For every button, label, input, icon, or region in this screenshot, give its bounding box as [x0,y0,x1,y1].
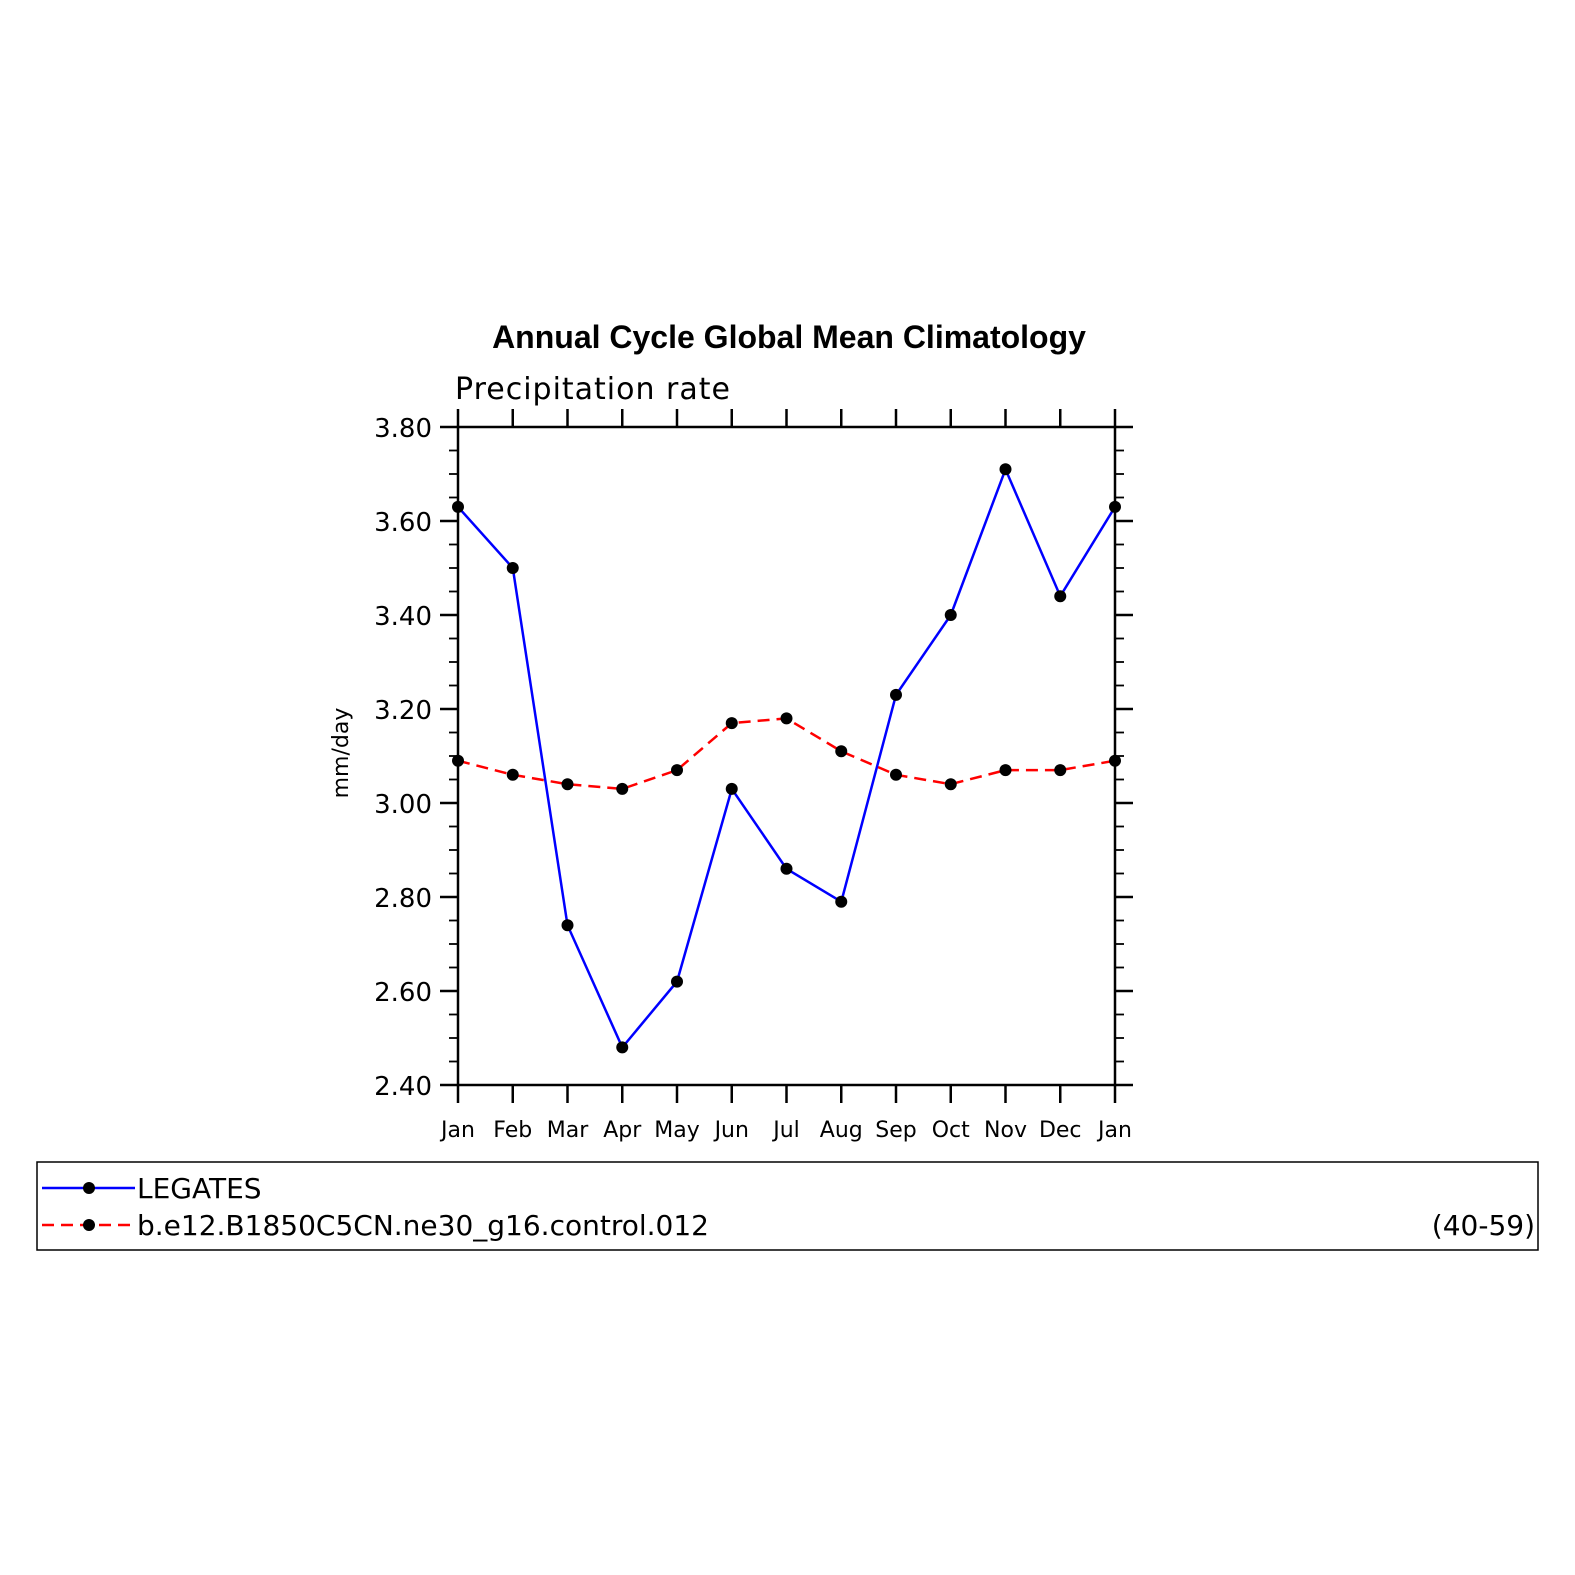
y-tick-label: 3.40 [374,602,432,632]
y-tick-label: 2.80 [374,884,432,914]
data-point-series-1 [506,768,519,781]
y-tick-label: 3.00 [374,790,432,820]
data-point-series-1 [780,712,793,725]
data-point-series-1 [890,768,902,781]
data-point-series-1 [561,778,574,791]
legend-label-0: LEGATES [137,1172,262,1205]
series-markers [452,463,1121,1054]
data-point-series-1 [671,764,683,777]
y-tick-label: 2.40 [374,1072,432,1102]
data-point-series-1 [1109,754,1121,767]
data-point-series-0 [561,919,574,932]
plot-frame [456,425,1117,1087]
x-tick-label: Jul [771,1118,800,1143]
legend-entries: LEGATES b.e12.B1850C5CN.ne30_g16.control.… [42,1172,1535,1242]
y-tick-label: 3.80 [374,414,432,444]
x-tick-label: Jun [713,1118,749,1143]
chart-subtitle: Precipitation rate [455,372,731,407]
x-tick-label: Sep [875,1118,916,1143]
data-point-series-1 [725,717,738,730]
axis-ticks [440,409,1133,1103]
legend-box [36,1161,1539,1251]
data-point-series-1 [835,745,848,758]
data-point-series-1 [452,754,464,767]
x-tick-label: May [654,1118,699,1143]
legend-marker-1 [83,1219,95,1231]
data-point-series-0 [452,500,464,513]
data-point-series-0 [671,975,683,988]
data-point-series-0 [835,895,848,908]
legend-label-1: b.e12.B1850C5CN.ne30_g16.control.012 [137,1209,709,1242]
data-point-series-0 [890,688,902,701]
y-tick-label: 2.60 [374,978,432,1008]
x-tick-label: Mar [547,1118,589,1143]
data-point-series-0 [999,463,1012,476]
tick-labels: 2.40 2.60 2.80 3.00 3.20 3.40 3.60 3.80 Jan Feb Ma… [374,414,1132,1143]
data-point-series-0 [506,562,519,574]
x-tick-label: Jan [1096,1118,1132,1143]
data-point-series-0 [1109,500,1121,513]
x-tick-label: Apr [603,1118,642,1143]
y-tick-label: 3.60 [374,508,432,538]
legend-note-1: (40-59) [1432,1209,1535,1242]
data-point-series-0 [616,1041,629,1054]
series-line-1 [457,717,1116,791]
data-point-series-1 [616,782,629,795]
legend-marker-0 [83,1182,95,1194]
legend: LEGATES b.e12.B1850C5CN.ne30_g16.control.… [36,1161,1539,1251]
data-point-series-1 [999,764,1012,777]
y-tick-label: 3.20 [374,696,432,726]
x-tick-label: Nov [984,1118,1027,1143]
series-lines [457,465,1117,1050]
x-tick-label: Oct [932,1118,970,1143]
x-tick-label: Feb [493,1118,532,1143]
data-point-series-0 [1054,590,1067,603]
data-point-series-0 [725,782,738,795]
series-line-0 [457,465,1117,1050]
data-point-series-0 [944,609,957,621]
y-axis-label: mm/day [329,708,354,799]
data-point-series-1 [944,778,957,791]
chart-title: Annual Cycle Global Mean Climatology [492,319,1086,355]
data-point-series-1 [1054,764,1067,777]
x-tick-label: Jan [439,1118,475,1143]
x-tick-label: Dec [1039,1118,1082,1143]
data-point-series-0 [780,862,793,875]
x-tick-label: Aug [820,1118,863,1143]
